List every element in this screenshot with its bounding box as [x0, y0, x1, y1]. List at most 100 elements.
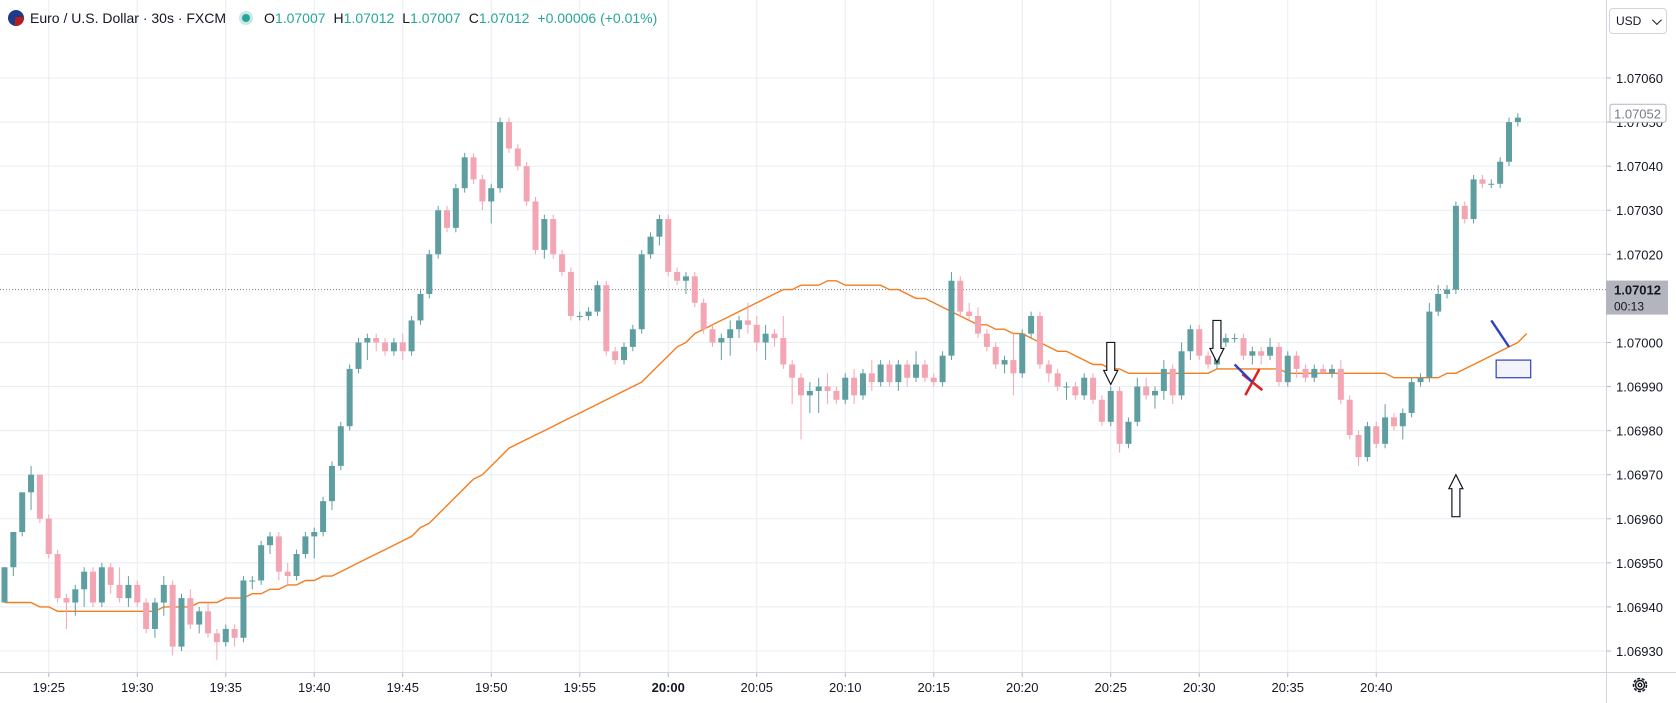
candle-body: [1231, 338, 1238, 340]
candle-body: [1435, 293, 1442, 312]
candle-body: [488, 188, 495, 202]
candle-body: [98, 567, 105, 603]
candle: [567, 267, 574, 321]
candle: [382, 338, 389, 356]
candle: [1444, 285, 1451, 299]
candle-body: [160, 584, 167, 603]
candle-body: [1107, 390, 1114, 422]
candle-body: [921, 364, 928, 378]
candle-body: [81, 571, 88, 590]
time-tick-label: 19:35: [209, 680, 242, 695]
time-tick-label: 19:30: [121, 680, 154, 695]
candle-body: [815, 386, 822, 391]
candle: [90, 567, 96, 607]
candle: [895, 360, 902, 391]
candle-body: [859, 373, 866, 396]
arrow-down-icon: [1102, 341, 1119, 386]
candle-body: [1134, 386, 1141, 422]
candle-body: [966, 311, 973, 317]
gear-icon[interactable]: [1631, 676, 1649, 694]
candle: [621, 342, 627, 365]
candle-body: [444, 210, 450, 228]
candle-body: [1081, 377, 1088, 396]
time-tick-label: 20:25: [1094, 680, 1127, 695]
candle: [337, 421, 344, 471]
candle-body: [196, 611, 203, 625]
candle-body: [1408, 382, 1415, 413]
last-price-box: [1609, 103, 1667, 123]
candle: [966, 302, 973, 321]
arrow-up-icon: [1447, 473, 1464, 518]
candle-body: [983, 333, 990, 347]
candle-body: [780, 338, 787, 365]
candle: [355, 338, 362, 374]
candle: [196, 606, 203, 634]
candle-body: [1364, 426, 1371, 458]
candle-body: [408, 320, 415, 352]
time-tick-label: 20:30: [1183, 680, 1216, 695]
candle: [1116, 386, 1123, 453]
candle-body: [1373, 426, 1380, 444]
currency-select[interactable]: USD: [1609, 8, 1667, 34]
candle: [1320, 364, 1327, 374]
candle-body: [709, 329, 716, 343]
candle: [815, 377, 822, 413]
candle-body: [28, 474, 35, 493]
candle: [1390, 412, 1397, 431]
trend-line: [1490, 319, 1510, 348]
close-label: C: [468, 10, 479, 26]
chevron-down-icon: [1651, 14, 1662, 25]
candle-body: [798, 377, 804, 396]
candle: [851, 368, 858, 405]
candle-body: [700, 302, 707, 330]
candle: [1143, 377, 1150, 400]
candle-body: [718, 338, 725, 343]
candle-body: [904, 364, 911, 378]
price-tick-label: 1.06950: [1616, 556, 1663, 571]
moving-average-line: [4, 280, 1528, 612]
candle: [151, 598, 158, 638]
candle-body: [45, 518, 52, 555]
candle: [1355, 430, 1362, 466]
candle: [983, 329, 990, 352]
candle: [72, 584, 79, 616]
candle: [346, 364, 353, 431]
candle-body: [134, 584, 141, 603]
candle: [479, 174, 486, 211]
candle-body: [1143, 386, 1150, 396]
candle: [10, 531, 17, 577]
candle: [612, 346, 619, 365]
candle-body: [1205, 355, 1212, 365]
candle: [311, 527, 318, 559]
candle-body: [143, 602, 150, 629]
price-tick-label: 1.06970: [1616, 468, 1663, 483]
candle: [629, 324, 636, 352]
candle: [886, 360, 893, 387]
candle-body: [178, 598, 185, 647]
candle-body: [417, 293, 424, 321]
candle-body: [771, 333, 778, 339]
candle-body: [1, 567, 8, 603]
candle-body: [258, 545, 265, 581]
candle-body: [1010, 360, 1017, 374]
candle-body: [461, 157, 468, 189]
candle-body: [107, 567, 114, 585]
symbol-title[interactable]: Euro / U.S. Dollar · 30s · FXCM: [30, 10, 227, 26]
time-tick-label: 20:05: [740, 680, 773, 695]
candle: [125, 576, 132, 607]
candle: [1249, 346, 1256, 365]
candle: [665, 214, 672, 277]
time-tick-label: 20:20: [1006, 680, 1039, 695]
candle-body: [744, 320, 751, 325]
candle-body: [1196, 329, 1203, 356]
candle-body: [72, 589, 79, 603]
candle-body: [939, 355, 946, 383]
candle: [744, 302, 751, 334]
candle-body: [1426, 311, 1433, 378]
candle: [1302, 364, 1309, 383]
candle: [1152, 386, 1158, 409]
candle-body: [479, 179, 486, 202]
candle-body: [868, 373, 875, 383]
candle: [36, 474, 43, 524]
